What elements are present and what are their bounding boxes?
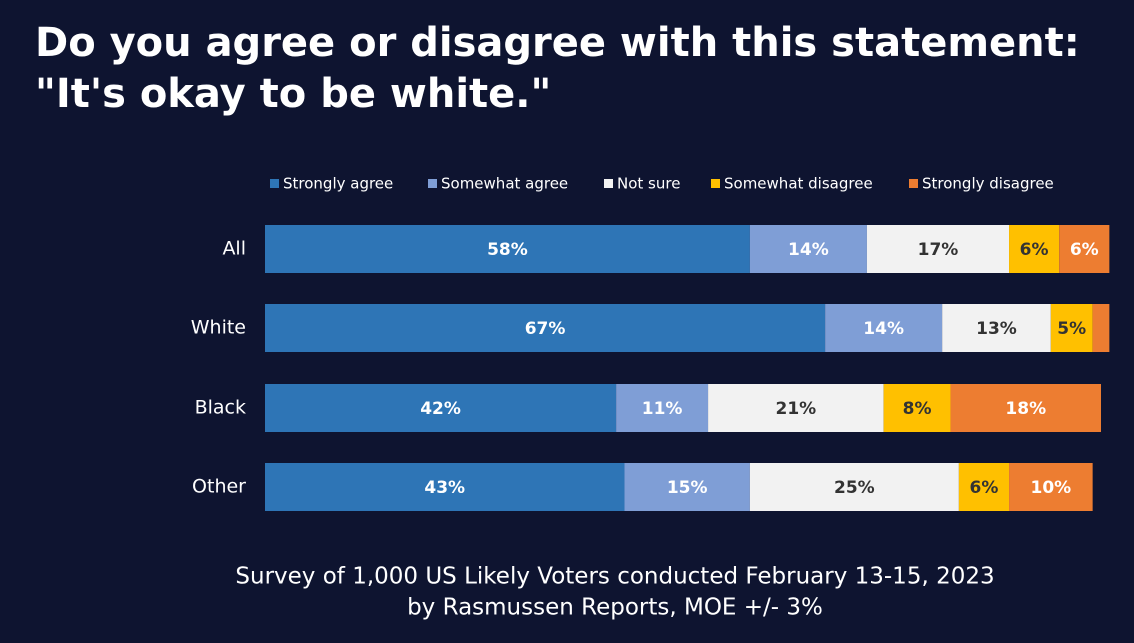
data-label: 25% [834,478,875,498]
data-label: 58% [487,240,528,260]
bar-segment [942,304,1051,352]
bar-segment [265,463,625,511]
footer-note: by Rasmussen Reports, MOE +/- 3% [407,595,823,621]
data-label: 18% [1005,399,1046,419]
legend-label: Somewhat disagree [724,175,873,193]
data-label: 43% [424,478,465,498]
data-label: 8% [903,399,932,419]
chart-title: "It's okay to be white." [35,71,551,117]
legend-label: Somewhat agree [441,175,568,193]
data-label: 6% [1020,240,1049,260]
bar-segment [749,463,959,511]
legend-label: Strongly agree [283,175,393,193]
legend-swatch [270,179,279,188]
legend-swatch [428,179,437,188]
y-tick-label: Black [195,397,246,419]
y-tick-label: Other [192,476,246,498]
y-tick-label: All [222,238,246,260]
data-label: 21% [776,399,817,419]
data-label: 6% [1070,240,1099,260]
bar-segment [883,384,951,432]
bar-segment [1009,463,1093,511]
chart-title: Do you agree or disagree with this state… [35,20,1080,66]
bar-segment [265,304,826,352]
data-label: 17% [918,240,959,260]
bar-segment [265,384,617,432]
legend-swatch [711,179,720,188]
data-label: 67% [525,319,566,339]
bar-segment [624,463,750,511]
data-label: 5% [1057,319,1086,339]
legend-swatch [909,179,918,188]
data-label: 14% [788,240,829,260]
data-label: 10% [1030,478,1071,498]
bar-segment [825,304,943,352]
bar-segment [1059,225,1110,273]
legend-label: Strongly disagree [922,175,1054,193]
footer-note: Survey of 1,000 US Likely Voters conduct… [235,564,994,590]
data-label: 13% [976,319,1017,339]
bar-segment [749,225,867,273]
bar-segment [950,384,1101,432]
data-label: 14% [863,319,904,339]
data-label: 11% [642,399,683,419]
bar-segment [265,225,750,273]
bar-segment [616,384,709,432]
legend-label: Not sure [617,175,680,193]
data-label: 6% [970,478,999,498]
bar-segment [708,384,884,432]
bar-segment [1009,225,1060,273]
legend-swatch [604,179,613,188]
data-label: 42% [420,399,461,419]
y-tick-label: White [191,317,246,339]
bar-segment [1050,304,1093,352]
bar-segment [866,225,1010,273]
data-label: 15% [667,478,708,498]
bar-segment [958,463,1010,511]
bar-segment [1092,304,1110,352]
